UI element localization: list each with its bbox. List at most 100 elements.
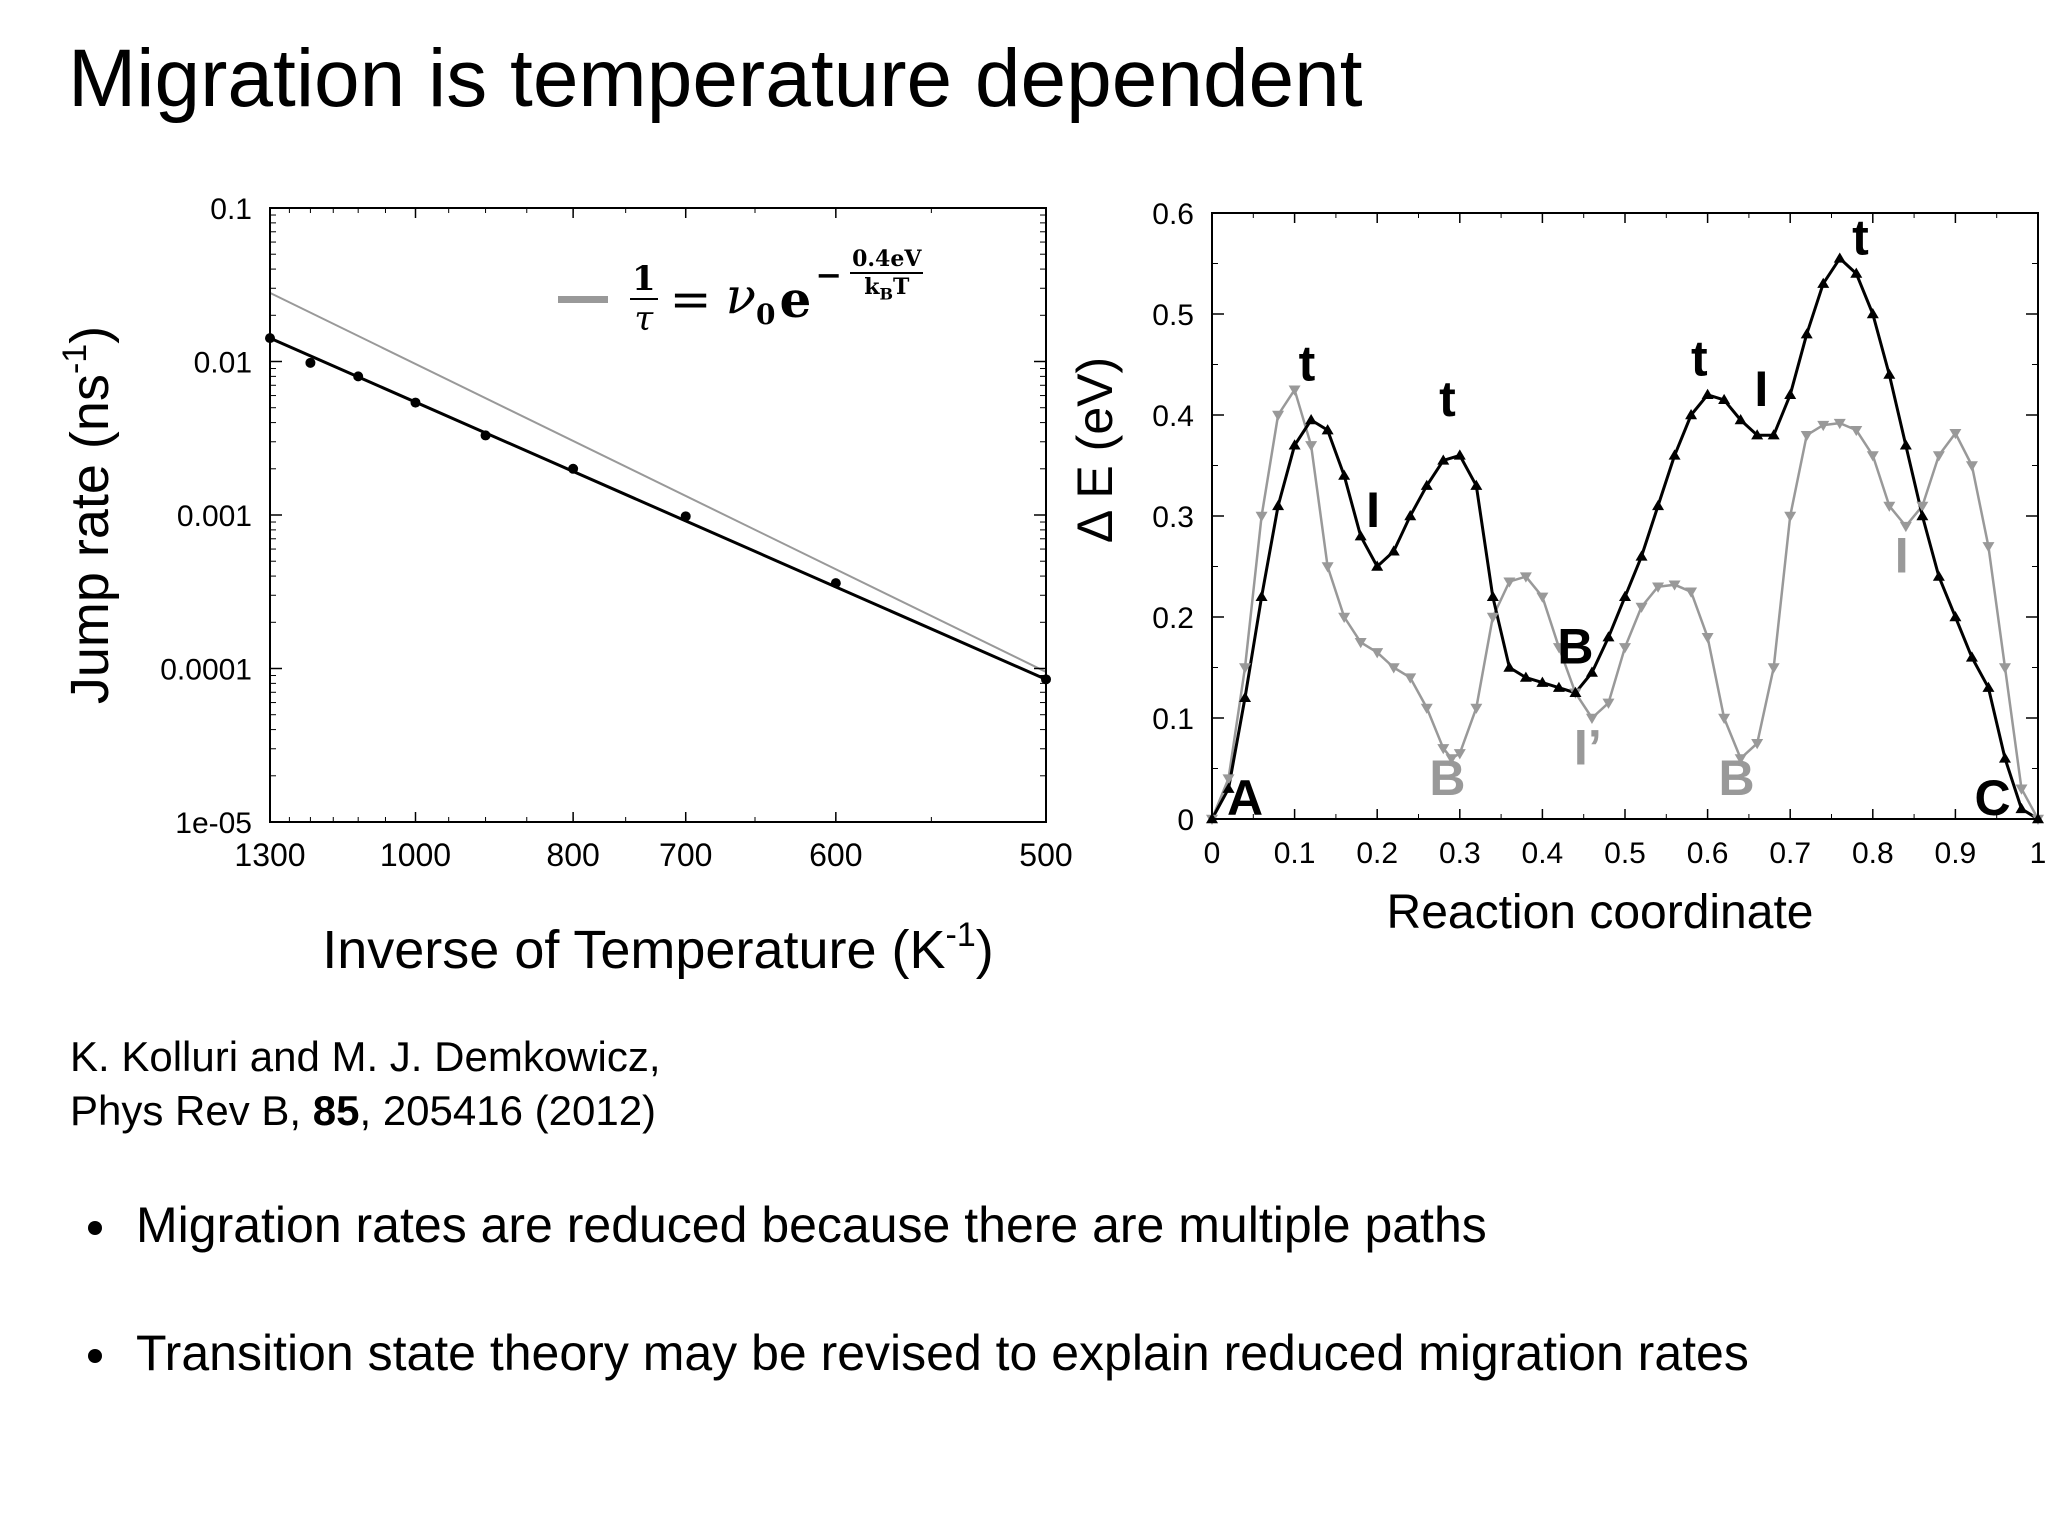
chart2-xtick-label: 0.4 bbox=[1522, 837, 1564, 870]
legend-swatch bbox=[558, 295, 608, 303]
chart1-xtick-label: 1000 bbox=[380, 837, 451, 873]
state-label: t bbox=[1691, 331, 1708, 387]
data-point bbox=[680, 511, 691, 522]
chart1-ytick-label: 1e-05 bbox=[175, 807, 252, 840]
marker-down bbox=[1602, 698, 1615, 709]
state-label: I bbox=[1754, 361, 1768, 417]
state-label: I bbox=[1895, 528, 1909, 584]
svg-text:Jump rate (ns-1): Jump rate (ns-1) bbox=[56, 326, 120, 704]
chart2-xtick-label: 0.9 bbox=[1935, 837, 1977, 870]
marker-down bbox=[1305, 441, 1318, 452]
marker-down bbox=[1255, 511, 1268, 522]
marker-up bbox=[1949, 611, 1962, 622]
marker-up bbox=[1619, 590, 1631, 601]
marker-down bbox=[1734, 754, 1747, 765]
marker-up bbox=[1965, 651, 1978, 662]
marker-down bbox=[1338, 612, 1351, 623]
marker-up bbox=[1998, 752, 2011, 763]
chart1-frame bbox=[269, 207, 1047, 823]
state-label: C bbox=[1975, 770, 2011, 826]
chart2-ytick-label: 0.1 bbox=[1152, 703, 1194, 736]
chart2-frame bbox=[1211, 212, 2039, 820]
marker-down bbox=[1767, 663, 1780, 674]
marker-down bbox=[2015, 784, 2028, 795]
marker-up bbox=[1668, 449, 1681, 460]
chart1-xtick-label: 700 bbox=[659, 837, 712, 873]
marker-up bbox=[1536, 676, 1549, 687]
chart1-xtick-label: 600 bbox=[809, 837, 862, 873]
marker-up bbox=[1354, 530, 1367, 541]
series-path-gray bbox=[1210, 388, 2040, 820]
marker-down bbox=[1850, 425, 1863, 437]
citation: K. Kolluri and M. J. Demkowicz, Phys Rev… bbox=[70, 1030, 661, 1138]
marker-up bbox=[1833, 252, 1846, 263]
marker-down bbox=[1899, 521, 1912, 533]
legend-base: e bbox=[779, 269, 812, 329]
legend-denominator: τ bbox=[634, 299, 654, 339]
legend-fraction: 1 τ bbox=[630, 262, 658, 336]
marker-up bbox=[1486, 590, 1499, 601]
marker-down bbox=[1916, 501, 1929, 512]
marker-down bbox=[1685, 587, 1698, 598]
chart1-xtick-label: 1300 bbox=[234, 837, 305, 873]
marker-down bbox=[1486, 612, 1499, 623]
citation-volume: 85 bbox=[312, 1087, 360, 1134]
marker-down bbox=[1519, 572, 1532, 583]
chart1-ylabel: Jump rate (ns-1) bbox=[56, 326, 120, 704]
marker-down bbox=[1503, 577, 1516, 588]
marker-up bbox=[1519, 671, 1532, 682]
data-point bbox=[480, 430, 491, 441]
marker-down bbox=[1585, 713, 1598, 724]
marker-up bbox=[1602, 631, 1615, 642]
state-label: B bbox=[1429, 750, 1465, 806]
bullet-item: Transition state theory may be revised t… bbox=[84, 1323, 1749, 1383]
marker-down bbox=[1420, 703, 1433, 714]
marker-up bbox=[1321, 424, 1334, 435]
marker-up bbox=[1916, 510, 1929, 521]
marker-up bbox=[1784, 388, 1797, 399]
marker-down bbox=[1239, 663, 1252, 674]
state-label: I bbox=[1366, 482, 1380, 538]
arrhenius-line bbox=[269, 291, 1047, 673]
marker-down bbox=[1321, 562, 1334, 573]
chart1-legend: 1 τ = ν0 e − 0.4eV kBT bbox=[558, 248, 924, 336]
chart2-ytick-label: 0.2 bbox=[1152, 602, 1194, 635]
bullet-list: Migration rates are reduced because ther… bbox=[84, 1195, 1749, 1451]
marker-up bbox=[1899, 439, 1912, 450]
marker-down bbox=[1288, 385, 1301, 396]
marker-up bbox=[1387, 545, 1400, 556]
marker-down bbox=[1833, 418, 1846, 430]
marker-up bbox=[1222, 782, 1235, 793]
marker-up bbox=[1420, 479, 1433, 490]
marker-up bbox=[1239, 691, 1252, 702]
marker-up bbox=[1817, 277, 1830, 288]
marker-down bbox=[1272, 410, 1285, 421]
marker-down bbox=[1965, 461, 1978, 472]
marker-up bbox=[1272, 499, 1285, 511]
chart1-ytick-label: 0.01 bbox=[194, 347, 252, 380]
page-title: Migration is temperature dependent bbox=[68, 33, 1363, 124]
chart2-xtick-label: 0.8 bbox=[1852, 837, 1894, 870]
marker-down bbox=[1437, 744, 1450, 755]
chart2-ytick-label: 0 bbox=[1177, 804, 1194, 837]
marker-down bbox=[1619, 643, 1631, 654]
marker-up bbox=[1371, 560, 1384, 571]
marker-down bbox=[1371, 648, 1384, 659]
marker-down bbox=[1445, 754, 1458, 765]
marker-down bbox=[1784, 511, 1797, 522]
marker-down bbox=[1883, 501, 1896, 512]
marker-down bbox=[1354, 638, 1367, 649]
marker-down bbox=[1652, 582, 1665, 593]
marker-up bbox=[1652, 499, 1665, 511]
marker-up bbox=[1866, 308, 1879, 319]
chart2-ytick-label: 0.6 bbox=[1152, 198, 1194, 231]
marker-up bbox=[1718, 393, 1731, 405]
marker-down bbox=[1866, 451, 1879, 462]
chart2-ytick-label: 0.4 bbox=[1152, 400, 1194, 433]
marker-down bbox=[1552, 643, 1565, 654]
marker-up bbox=[1503, 661, 1516, 672]
chart2-xtick-label: 0.1 bbox=[1274, 837, 1316, 870]
chart2-ytick-label: 0.5 bbox=[1152, 299, 1194, 332]
marker-up bbox=[1404, 510, 1417, 521]
marker-up bbox=[1635, 550, 1648, 561]
